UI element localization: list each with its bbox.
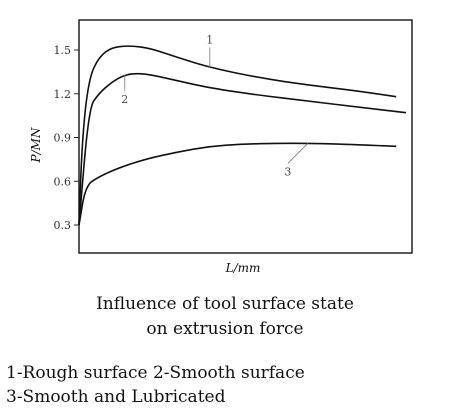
- x-axis-label: L/mm: [225, 261, 261, 275]
- series-curves: [78, 45, 407, 226]
- series-line-1: [78, 45, 397, 226]
- series-label-3: 3: [284, 165, 291, 178]
- series-label-1: 1: [206, 34, 213, 47]
- y-tick-label: 0.3: [54, 219, 72, 232]
- y-tick-label: 1.5: [54, 44, 72, 57]
- series-label-2: 2: [121, 93, 128, 106]
- y-tick-label: 0.6: [54, 175, 72, 188]
- y-tick-label: 1.2: [54, 88, 72, 101]
- series-line-3: [78, 142, 397, 226]
- series-line-2: [78, 72, 407, 226]
- legend-line-1: 1-Rough surface 2-Smooth surface: [6, 363, 305, 383]
- series-label-leader-3: [287, 143, 309, 164]
- legend-line-2: 3-Smooth and Lubricated: [6, 387, 226, 407]
- plot-frame: [78, 19, 413, 254]
- y-tick-label: 0.9: [54, 132, 72, 145]
- figure-caption-line-1: Influence of tool surface state: [96, 294, 354, 314]
- y-axis-label: P/MN: [29, 127, 43, 163]
- y-axis-ticks: 0.3 0.6 0.9 1.2 1.5: [54, 44, 79, 232]
- series-labels: 1 2 3: [121, 34, 309, 178]
- figure-caption-line-2: on extrusion force: [146, 319, 304, 339]
